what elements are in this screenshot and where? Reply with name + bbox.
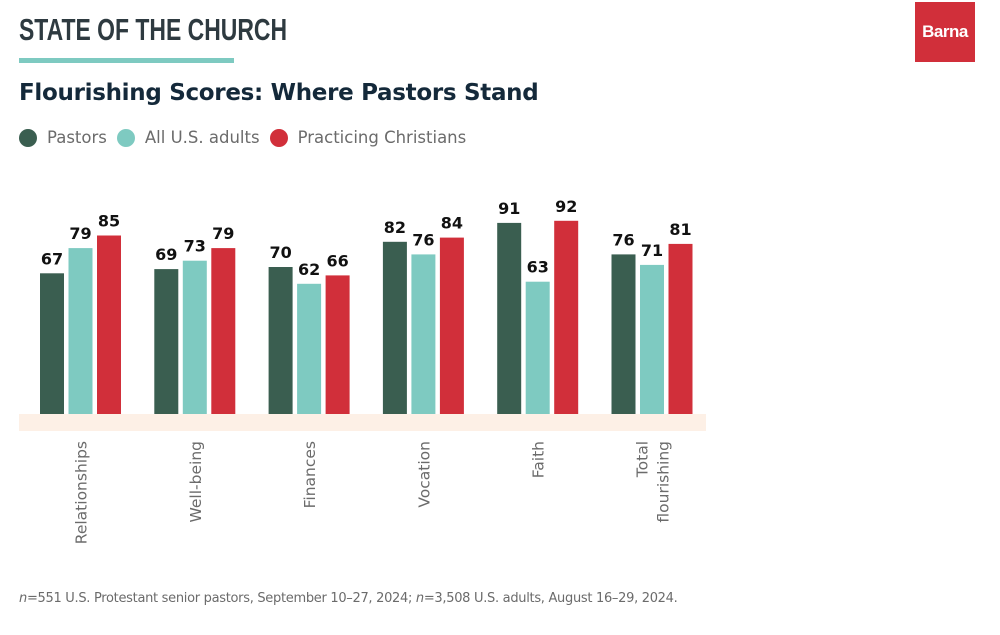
bar-all-u-s-adults-faith bbox=[525, 281, 550, 414]
value-label-all-u-s-adults-faith: 63 bbox=[527, 258, 549, 277]
bar-all-u-s-adults-relationships bbox=[68, 248, 93, 414]
value-label-practicing-christians-vocation: 84 bbox=[441, 214, 463, 233]
chart-title: Flourishing Scores: Where Pastors Stand bbox=[19, 80, 539, 106]
legend-label-pastors: Pastors bbox=[47, 128, 107, 147]
value-labels-layer: 67 79 85 69 73 79 70 62 66 82 76 84 91 63 92 76 71 81 bbox=[41, 197, 692, 279]
bar-pastors-total-flourishing bbox=[611, 254, 636, 414]
bar-all-u-s-adults-total-flourishing bbox=[640, 264, 664, 414]
bar-all-u-s-adults-vocation bbox=[411, 254, 436, 414]
bar-all-u-s-adults-finances bbox=[297, 283, 322, 414]
value-label-all-u-s-adults-total-flourishing: 71 bbox=[641, 241, 663, 260]
bar-practicing-christians-total-flourishing bbox=[668, 243, 693, 414]
value-label-practicing-christians-faith: 92 bbox=[555, 197, 577, 216]
legend-item-practicing-christians: Practicing Christians bbox=[269, 128, 467, 147]
bar-pastors-vocation bbox=[382, 241, 407, 414]
value-label-practicing-christians-finances: 66 bbox=[326, 251, 348, 270]
category-label-vocation: Vocation bbox=[415, 441, 433, 508]
bars-layer bbox=[40, 220, 693, 414]
bar-pastors-relationships bbox=[40, 273, 64, 414]
bar-practicing-christians-vocation bbox=[439, 237, 464, 414]
value-label-all-u-s-adults-well-being: 73 bbox=[184, 237, 206, 256]
barna-logo: Barna bbox=[915, 2, 975, 62]
bar-practicing-christians-faith bbox=[554, 220, 579, 414]
category-label-finances: Finances bbox=[301, 441, 319, 508]
footnote-n1-text: =551 U.S. Protestant senior pastors, Sep… bbox=[26, 591, 416, 606]
category-label-line: Finances bbox=[301, 441, 319, 508]
value-label-pastors-finances: 70 bbox=[269, 243, 291, 262]
section-header: STATE OF THE CHURCH bbox=[19, 12, 288, 47]
value-label-pastors-vocation: 82 bbox=[384, 218, 406, 237]
category-label-line: Total bbox=[634, 441, 652, 478]
value-label-pastors-well-being: 69 bbox=[155, 245, 177, 264]
footnote: n=551 U.S. Protestant senior pastors, Se… bbox=[19, 591, 678, 606]
category-labels-layer: Relationships Well-being Finances Vocation F… bbox=[73, 441, 673, 544]
value-label-practicing-christians-relationships: 85 bbox=[98, 212, 120, 231]
value-label-all-u-s-adults-relationships: 79 bbox=[69, 224, 91, 243]
bar-practicing-christians-relationships bbox=[97, 235, 121, 414]
category-label-line: Well-being bbox=[187, 441, 205, 523]
footnote-n2-text: =3,508 U.S. adults, August 16–29, 2024. bbox=[423, 591, 678, 606]
value-label-practicing-christians-well-being: 79 bbox=[212, 224, 234, 243]
value-label-all-u-s-adults-vocation: 76 bbox=[412, 230, 434, 249]
legend-swatch-pastors bbox=[19, 128, 37, 147]
category-label-line: Faith bbox=[530, 441, 548, 478]
bar-practicing-christians-finances bbox=[325, 275, 350, 414]
bar-pastors-finances bbox=[268, 267, 293, 414]
legend-swatch-all-us-adults bbox=[116, 128, 135, 147]
legend-label-all-us-adults: All U.S. adults bbox=[144, 128, 260, 147]
value-label-pastors-total-flourishing: 76 bbox=[612, 230, 634, 249]
category-label-faith: Faith bbox=[530, 441, 548, 478]
bar-practicing-christians-well-being bbox=[211, 248, 236, 414]
bar-pastors-well-being bbox=[154, 269, 179, 414]
value-label-pastors-relationships: 67 bbox=[41, 249, 63, 268]
category-label-line: Relationships bbox=[73, 441, 91, 544]
bar-all-u-s-adults-well-being bbox=[182, 260, 207, 414]
category-label-total-flourishing: Total flourishing bbox=[634, 441, 673, 523]
category-label-well-being: Well-being bbox=[187, 441, 205, 523]
bar-pastors-faith bbox=[497, 222, 522, 414]
baseline-band bbox=[19, 414, 706, 431]
header-accent-rule bbox=[19, 58, 234, 63]
legend-swatch-practicing-christians bbox=[269, 128, 288, 147]
legend-item-pastors: Pastors bbox=[19, 128, 107, 147]
legend-label-practicing-christians: Practicing Christians bbox=[297, 128, 467, 147]
category-label-relationships: Relationships bbox=[73, 441, 91, 544]
category-label-line: Vocation bbox=[415, 441, 433, 508]
legend-item-all-us-adults: All U.S. adults bbox=[116, 128, 260, 147]
value-label-pastors-faith: 91 bbox=[498, 199, 520, 218]
value-label-all-u-s-adults-finances: 62 bbox=[298, 260, 320, 279]
footnote-n2-symbol: n bbox=[415, 591, 424, 606]
footnote-n1-symbol: n bbox=[19, 591, 27, 606]
category-label-line: flourishing bbox=[655, 441, 673, 523]
chart-legend: Pastors All U.S. adults Practicing Chris… bbox=[19, 128, 476, 147]
logo-text: Barna bbox=[922, 22, 968, 41]
value-label-practicing-christians-total-flourishing: 81 bbox=[669, 220, 691, 239]
